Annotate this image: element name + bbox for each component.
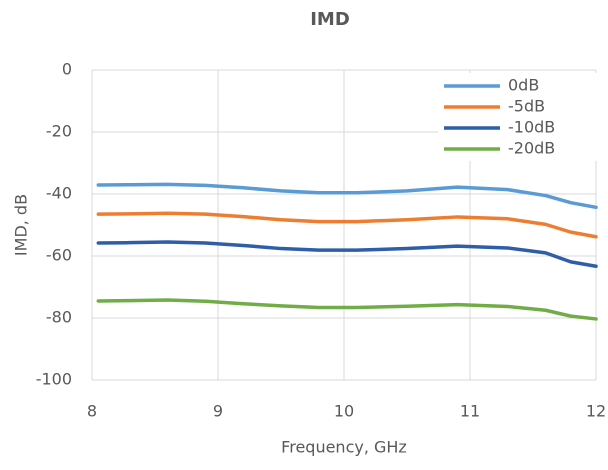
y-axis-label: IMD, dB [12,194,31,256]
legend-label: 0dB [508,76,539,95]
series-line [96,298,598,321]
series-line [96,211,598,239]
y-tick-label: -100 [36,370,72,389]
x-tick-label: 11 [460,402,480,421]
x-tick-label: 12 [586,402,606,421]
y-tick-label: -80 [46,308,72,327]
x-tick-label: 10 [334,402,354,421]
legend-label: -5dB [508,97,545,116]
chart-title: IMD [310,9,350,30]
x-tick-label: 8 [87,402,97,421]
series-line [96,182,598,210]
y-tick-label: -40 [46,184,72,203]
x-axis-label: Frequency, GHz [281,438,407,457]
y-tick-label: 0 [62,60,72,79]
x-tick-label: 9 [213,402,223,421]
legend-label: -20dB [508,139,555,158]
legend-label: -10dB [508,118,555,137]
series-line [96,240,598,268]
y-tick-label: -60 [46,246,72,265]
y-tick-label: -20 [46,122,72,141]
